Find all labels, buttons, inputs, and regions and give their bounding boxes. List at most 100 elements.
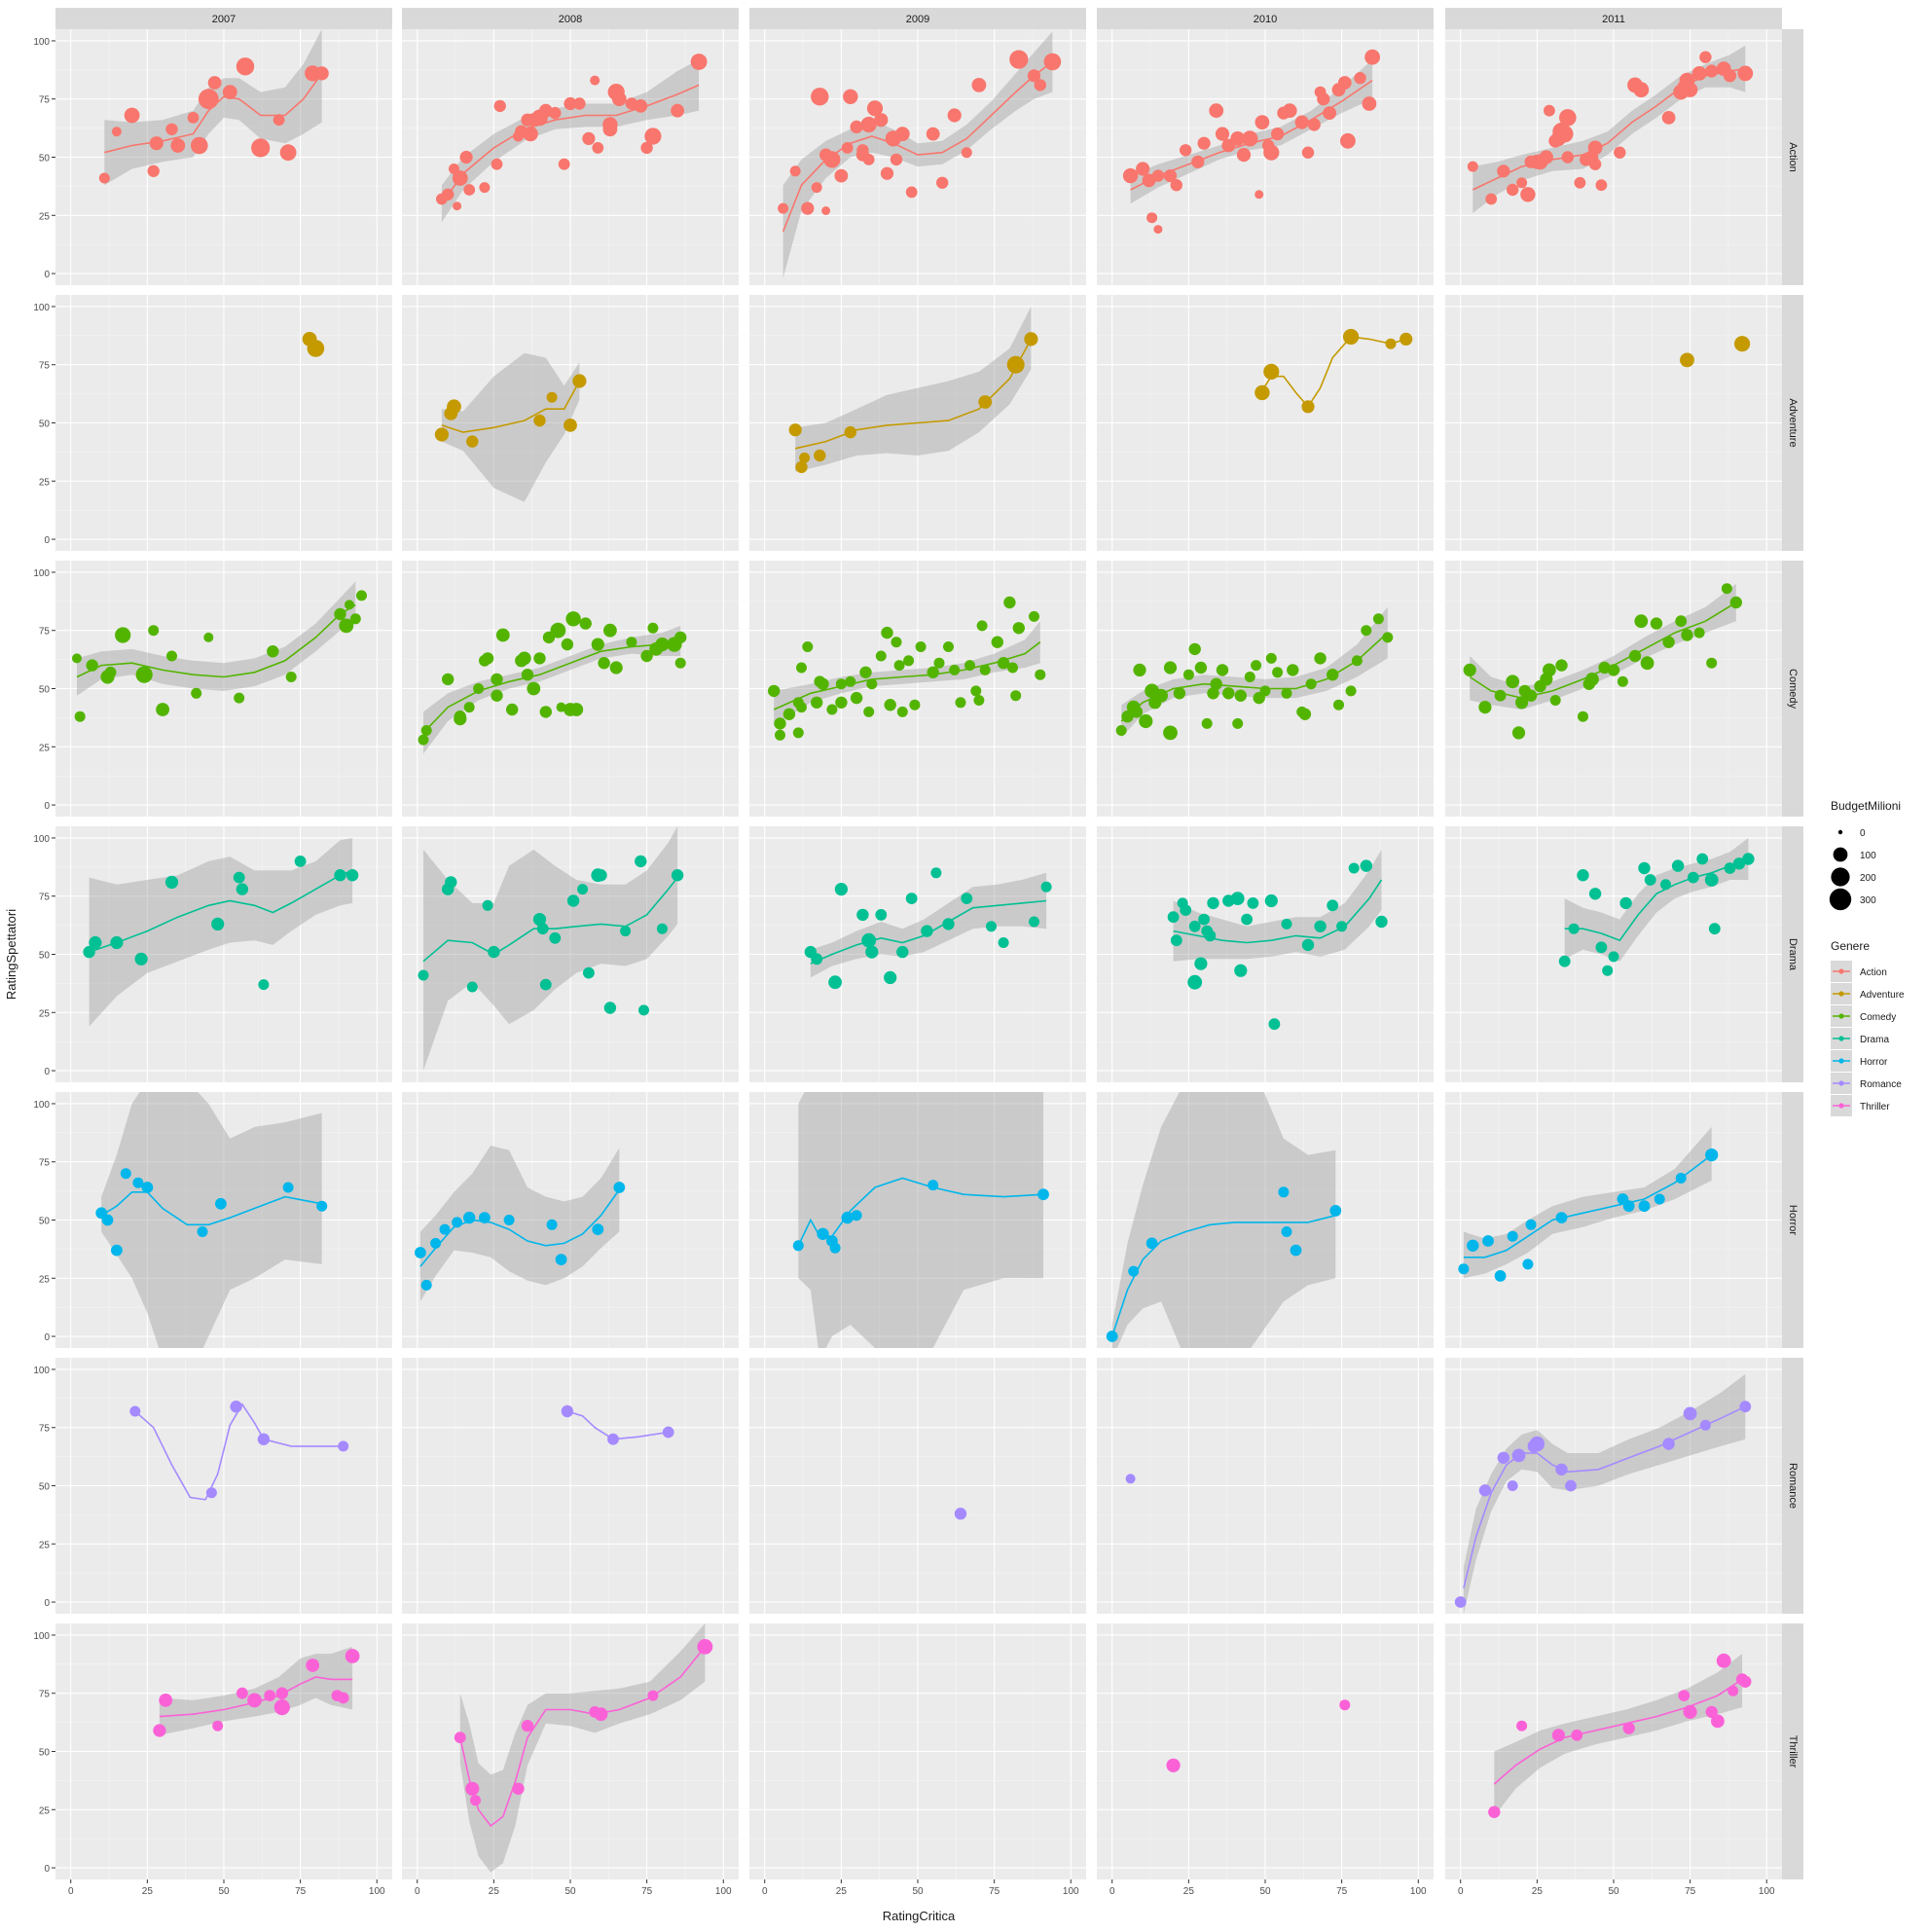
data-point (1607, 664, 1620, 676)
data-point (1511, 1448, 1526, 1463)
data-point (1314, 652, 1327, 665)
data-point (1716, 1653, 1731, 1668)
data-point (674, 631, 687, 644)
data-point (1265, 652, 1277, 664)
data-point (1539, 150, 1553, 164)
data-layer-adventure-2010 (1254, 328, 1413, 414)
y-tick-label: 0 (44, 270, 50, 280)
data-point (1329, 1205, 1342, 1217)
data-point (874, 113, 889, 128)
data-point (1558, 955, 1571, 967)
data-point (1136, 162, 1150, 176)
data-point (1555, 1463, 1568, 1476)
color-legend-label: Thriller (1860, 1102, 1890, 1112)
data-point (860, 116, 877, 133)
panel-adventure-2007 (55, 295, 392, 551)
row-strip-label: Comedy (1787, 669, 1799, 709)
data-point (1683, 1704, 1697, 1719)
data-point (1170, 179, 1183, 192)
panel-thriller-2010 (1097, 1623, 1434, 1879)
x-tick-label: 75 (295, 1886, 307, 1897)
data-point (1354, 72, 1366, 85)
data-layer-action-2007 (98, 29, 329, 186)
row-strip-adventure: Adventure (1782, 295, 1803, 551)
x-tick-label: 25 (142, 1886, 154, 1897)
x-tick-label: 25 (836, 1886, 848, 1897)
data-point (463, 702, 475, 713)
confidence-band (441, 352, 580, 502)
data-point (532, 913, 547, 927)
data-point (1559, 109, 1577, 127)
data-layer-action-2010 (1122, 49, 1380, 235)
data-point (768, 684, 781, 698)
data-point (1524, 689, 1538, 702)
data-point (638, 1004, 649, 1016)
data-point (418, 969, 429, 981)
y-tick-label: 75 (39, 361, 51, 372)
row-strip-label: Thriller (1787, 1735, 1799, 1768)
data-layer-comedy-2009 (768, 596, 1046, 741)
y-tick-label: 0 (44, 1864, 50, 1875)
panel-drama-2009 (749, 826, 1086, 1082)
data-point (1683, 1406, 1697, 1421)
data-point (1207, 896, 1219, 910)
data-point (1180, 144, 1192, 157)
data-point (634, 99, 648, 113)
color-legend-label: Romance (1860, 1079, 1902, 1090)
data-point (1215, 127, 1230, 141)
panel-romance-2009 (749, 1358, 1086, 1614)
data-point (834, 168, 849, 183)
y-tick-label: 25 (39, 477, 51, 488)
smooth-line (1564, 857, 1749, 942)
data-point (1254, 115, 1270, 129)
color-legend-key-point (1838, 1103, 1844, 1109)
data-point (1294, 115, 1309, 129)
data-point (1301, 938, 1315, 952)
data-point (1154, 688, 1168, 703)
x-tick-label: 50 (218, 1886, 230, 1897)
data-point (129, 1405, 141, 1417)
y-tick-label: 0 (44, 1332, 50, 1343)
data-point (279, 144, 297, 162)
x-axis-2010: 0 25 50 75 100 (1109, 1879, 1427, 1897)
data-point (893, 660, 905, 672)
data-point (662, 1426, 674, 1439)
y-tick-label: 0 (44, 801, 50, 812)
data-point (1506, 674, 1520, 689)
data-point (147, 164, 160, 177)
data-point (595, 869, 607, 882)
data-point (1323, 106, 1336, 120)
data-point (89, 935, 102, 950)
data-point (558, 158, 570, 170)
panel-action-2008 (402, 29, 739, 285)
data-point (1671, 859, 1685, 872)
data-point (564, 96, 577, 111)
data-point (549, 931, 562, 944)
data-point (1739, 1401, 1752, 1413)
row-strip-action: Action (1782, 29, 1803, 285)
data-point (1333, 699, 1344, 711)
panel-adventure-2010 (1097, 295, 1434, 551)
data-point (86, 659, 98, 672)
data-point (997, 657, 1010, 670)
data-point (933, 657, 945, 669)
data-point (1268, 1018, 1281, 1031)
color-legend-key-point (1838, 968, 1844, 974)
data-point (453, 201, 462, 211)
data-point (285, 672, 297, 682)
data-point (1029, 916, 1039, 928)
data-point (234, 692, 245, 704)
data-point (1622, 1722, 1635, 1734)
data-point (1638, 1200, 1651, 1213)
data-point (1661, 111, 1676, 125)
data-layer-drama-2008 (418, 826, 684, 1071)
y-tick-label: 75 (39, 95, 51, 106)
data-point (452, 170, 468, 186)
data-layer-action-2008 (436, 54, 708, 223)
data-point (811, 182, 822, 194)
size-legend-label: 100 (1860, 851, 1876, 861)
data-point (488, 945, 500, 959)
column-strip-label: 2008 (559, 14, 582, 25)
panel-horror-2011 (1445, 1092, 1782, 1348)
